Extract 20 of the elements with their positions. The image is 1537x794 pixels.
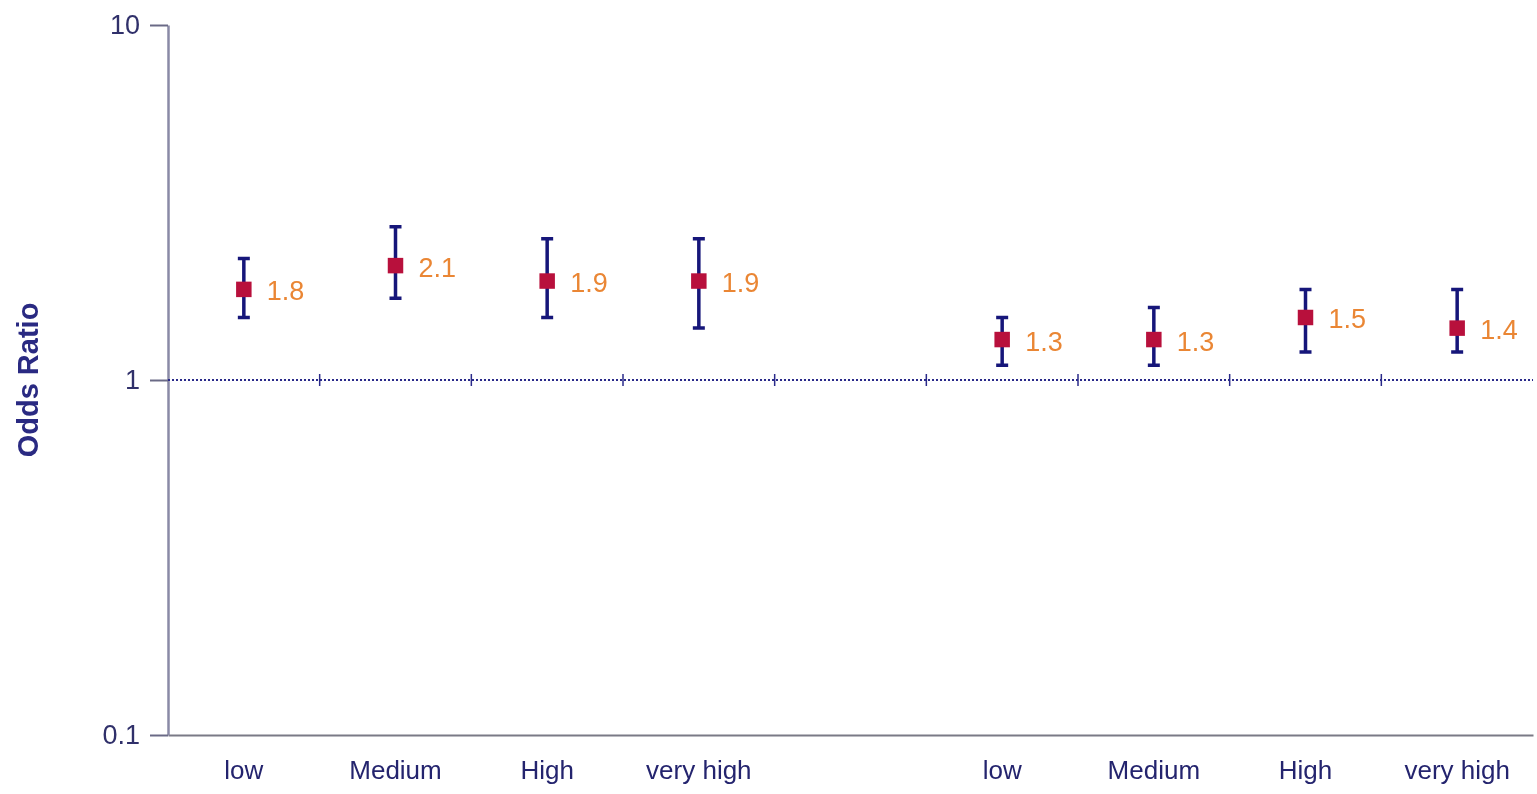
y-axis-title: Odds Ratio bbox=[12, 302, 44, 458]
x-tick-label: High bbox=[520, 755, 574, 786]
y-tick-label: 0.1 bbox=[102, 720, 140, 751]
x-tick-label: Medium bbox=[349, 755, 442, 786]
x-tick-label: low bbox=[982, 755, 1022, 786]
x-tick-label: low bbox=[224, 755, 264, 786]
data-label: 2.1 bbox=[418, 252, 457, 283]
x-tick-label: very high bbox=[1404, 755, 1510, 786]
y-tick-label: 10 bbox=[109, 10, 140, 41]
x-tick-label: Medium bbox=[1107, 755, 1201, 786]
data-label: 1.3 bbox=[1176, 326, 1215, 357]
data-label: 1.4 bbox=[1480, 315, 1518, 346]
data-label: 1.3 bbox=[1025, 326, 1063, 357]
x-tick-label: very high bbox=[646, 755, 752, 786]
data-label: 1.9 bbox=[570, 268, 608, 299]
y-tick-label: 1 bbox=[124, 365, 140, 396]
x-tick-label: High bbox=[1278, 755, 1333, 786]
data-label: 1.5 bbox=[1328, 304, 1367, 335]
data-label: 1.8 bbox=[266, 276, 305, 307]
data-label: 1.9 bbox=[721, 268, 760, 299]
